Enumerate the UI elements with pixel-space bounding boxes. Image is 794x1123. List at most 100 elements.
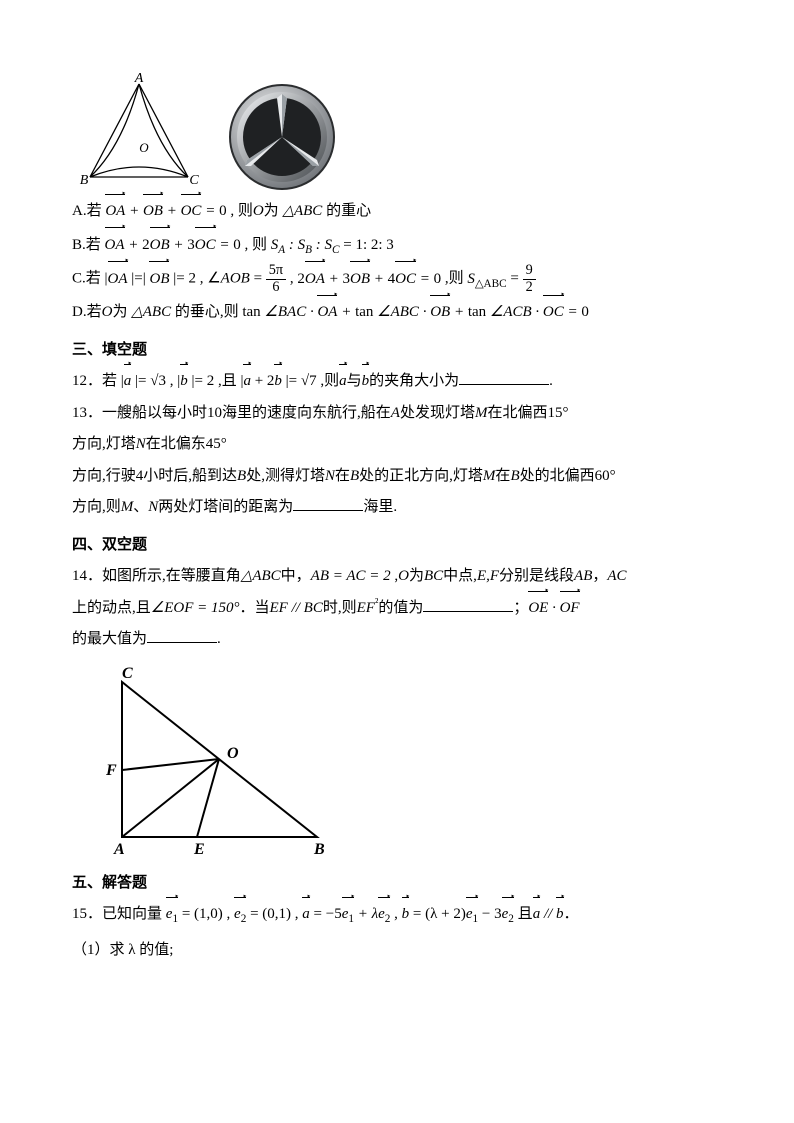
q12-blank[interactable] (459, 369, 549, 385)
q15-end: ． (564, 906, 579, 922)
q14-end: . (217, 631, 221, 647)
q15-a2: a (533, 899, 541, 931)
q15-b2: b (556, 899, 564, 931)
q14-eq1: AB = AC = 2 (311, 568, 391, 584)
q12-p1: 若 | (102, 373, 124, 389)
q14-num: 14． (72, 568, 102, 584)
q12-p4: + 2 (251, 373, 274, 389)
q12-p5: |= √7 ,则 (282, 373, 339, 389)
q14-p4: 为 (409, 568, 424, 584)
q15-plus: + λ (354, 906, 378, 922)
q15-s2: 2 (241, 913, 247, 925)
opt-c-m2: |= 2 , ∠ (169, 271, 220, 287)
q13-M3: M (121, 499, 134, 515)
q13-l3f: 处的北偏西 (520, 468, 595, 484)
section-4-title: 四、双空题 (72, 530, 722, 562)
q13-l1c: 在北偏西 (487, 405, 547, 421)
opt-c-c1: , (286, 271, 297, 287)
opt-c-num: 5π (266, 263, 286, 280)
q14-of: OF (560, 593, 580, 625)
q14-l2d: 的值为 (378, 600, 423, 616)
q13-l3d: 处的正北方向,灯塔 (359, 468, 483, 484)
q14-ang: ∠EOF = 150° (151, 600, 240, 616)
q14-figure: C F O A E B (82, 662, 342, 862)
opt-d-a3: ∠ACB (490, 304, 532, 320)
q12-b1: b (180, 366, 188, 398)
q12-a1: a (124, 366, 132, 398)
q15-sub1: （1）求 λ 的值; (72, 935, 722, 967)
q13-blank[interactable] (293, 495, 363, 511)
q12-num: 12． (72, 373, 102, 389)
q15-s1: 1 (172, 913, 178, 925)
q13-M2: M (483, 468, 496, 484)
opt-d-a1: ∠BAC (264, 304, 306, 320)
opt-c-eq2: = (507, 271, 523, 287)
q14-p5: 中点, (443, 568, 477, 584)
opt-d-m: 的垂心,则 (175, 304, 239, 320)
q14-AC: AC (607, 568, 626, 584)
q14-l2c: 时,则 (323, 600, 357, 616)
opt-d-p: D.若 (72, 304, 102, 320)
q14-efbc: EF // BC (270, 600, 323, 616)
q15-va: = −5 (310, 906, 342, 922)
opt-c-d2: 2 (523, 280, 536, 296)
q14-blank2[interactable] (147, 627, 217, 643)
q14-blank1[interactable] (423, 596, 513, 612)
opt-b-sb: B (305, 244, 312, 256)
opt-a-tri: △ABC (282, 203, 322, 219)
q15-par: // (540, 906, 556, 922)
opt-d-o: O (102, 304, 113, 320)
q14-oe: OE (528, 593, 548, 625)
opt-c-aob: AOB (221, 271, 250, 287)
f2-F: F (105, 762, 117, 779)
q15-p1: 已知向量 (102, 906, 162, 922)
option-c: C.若 |OA |=| OB |= 2 , ∠AOB = 5π6 , 2OA +… (72, 263, 722, 295)
section-5-title: 五、解答题 (72, 868, 722, 900)
q14: 14．如图所示,在等腰直角△ABC中，AB = AC = 2 ,O为BC中点,E… (72, 561, 722, 656)
q13-l2b: 在北偏东 (146, 436, 206, 452)
q14-p7: ， (592, 568, 607, 584)
q14-sep: ； (513, 600, 528, 616)
option-d: D.若O为 △ABC 的垂心,则 tan ∠BAC · OA + tan ∠AB… (72, 297, 722, 329)
q13-N: N (136, 436, 146, 452)
q13-N2: N (325, 468, 335, 484)
option-b: B.若 OA + 2OB + 3OC = 0 , 则 SA : SB : SC … (72, 230, 722, 262)
q13-A: A (391, 405, 400, 421)
q13-d3: 60° (595, 468, 616, 484)
opt-c-m3: 则 (449, 271, 464, 287)
q15-v2: = (0,1) , (246, 906, 298, 922)
q13-num: 13． (72, 405, 102, 421)
q14-l2b: ．当 (240, 600, 270, 616)
q14-l3: 的最大值为 (72, 631, 147, 647)
triangle-figure: A B C O (72, 72, 207, 192)
opt-b-mid: 则 (252, 237, 267, 253)
q13-l2: 方向,灯塔 (72, 436, 136, 452)
opt-c-m1: |=| (128, 271, 150, 287)
q12-p6: 与 (347, 373, 362, 389)
q13-l3c: 在 (335, 468, 350, 484)
q14-p2: 中， (281, 568, 311, 584)
q13-l1b: 处发现灯塔 (400, 405, 475, 421)
opt-d-t2: tan (355, 304, 373, 320)
section-3-title: 三、填空题 (72, 335, 722, 367)
q14-l2a: 上的动点,且 (72, 600, 151, 616)
q13-l4c: 两处灯塔间的距离为 (158, 499, 293, 515)
opt-b-sa: A (278, 244, 285, 256)
q15-a: a (302, 899, 310, 931)
q13-l4d: 海里. (363, 499, 397, 515)
opt-c-sub: △ABC (475, 278, 507, 290)
opt-c-p: C.若 | (72, 271, 108, 287)
q13: 13．一艘船以每小时10海里的速度向东航行,船在A处发现灯塔M在北偏西15° 方… (72, 398, 722, 524)
label-A: A (134, 72, 144, 86)
q15-e2: e (234, 906, 241, 922)
q12-end: . (549, 373, 553, 389)
q12-b3: b (362, 366, 370, 398)
q15-and: 且 (518, 906, 533, 922)
label-O: O (139, 140, 149, 155)
q13-B1: B (237, 468, 246, 484)
opt-a-wei: 为 (264, 203, 279, 219)
q12-p7: 的夹角大小为 (369, 373, 459, 389)
q13-l3b: 处,测得灯塔 (246, 468, 325, 484)
q13-B2: B (350, 468, 359, 484)
opt-d-w: 为 (112, 304, 127, 320)
